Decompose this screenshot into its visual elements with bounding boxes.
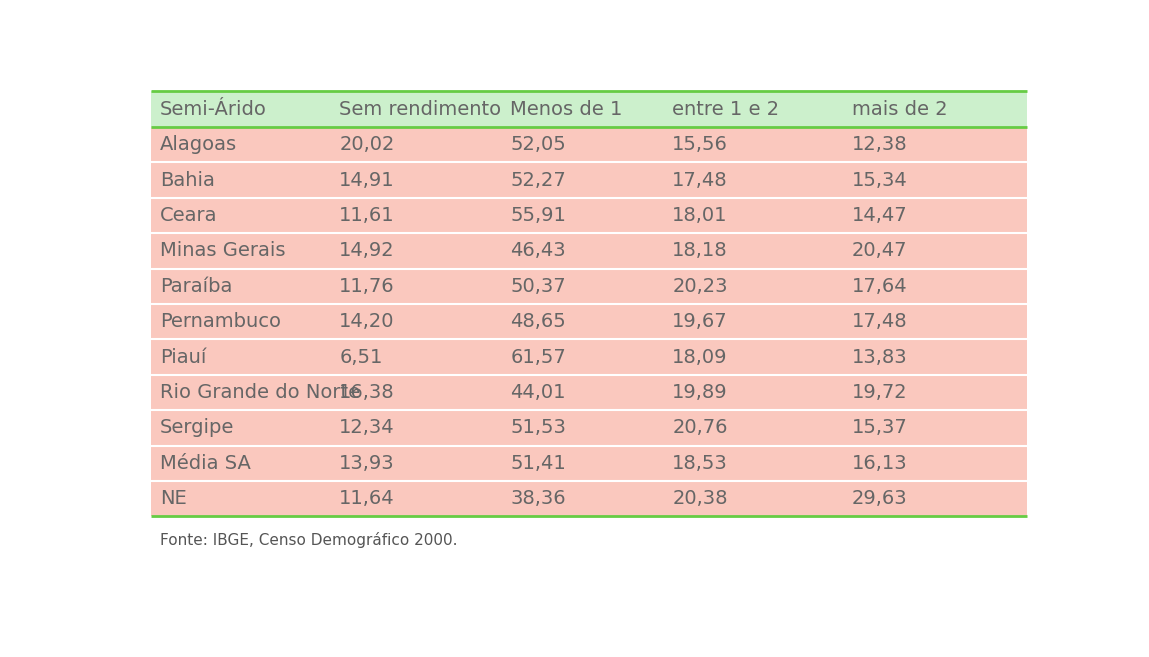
Text: 14,20: 14,20 xyxy=(339,312,395,331)
Text: 50,37: 50,37 xyxy=(510,277,565,296)
Text: 17,48: 17,48 xyxy=(851,312,908,331)
Text: 18,01: 18,01 xyxy=(672,206,727,225)
Bar xyxy=(151,374,1027,410)
Bar xyxy=(151,91,1027,127)
Text: 15,56: 15,56 xyxy=(672,135,728,154)
Text: 29,63: 29,63 xyxy=(851,489,908,509)
Text: Bahia: Bahia xyxy=(160,171,215,189)
Text: Alagoas: Alagoas xyxy=(160,135,237,154)
Text: 12,34: 12,34 xyxy=(339,419,395,438)
Text: 51,53: 51,53 xyxy=(510,419,566,438)
Text: 12,38: 12,38 xyxy=(851,135,908,154)
Bar xyxy=(151,445,1027,481)
Text: 55,91: 55,91 xyxy=(510,206,566,225)
Text: 20,23: 20,23 xyxy=(672,277,727,296)
Text: 20,47: 20,47 xyxy=(851,241,908,260)
Text: Paraíba: Paraíba xyxy=(160,277,232,296)
Text: 13,93: 13,93 xyxy=(339,454,395,473)
Text: 46,43: 46,43 xyxy=(510,241,565,260)
Text: Média SA: Média SA xyxy=(160,454,250,473)
Text: Fonte: IBGE, Censo Demográfico 2000.: Fonte: IBGE, Censo Demográfico 2000. xyxy=(160,532,457,548)
Text: 11,61: 11,61 xyxy=(339,206,395,225)
Text: entre 1 e 2: entre 1 e 2 xyxy=(672,100,779,119)
Bar xyxy=(151,127,1027,162)
Text: 15,37: 15,37 xyxy=(851,419,908,438)
Text: 19,67: 19,67 xyxy=(672,312,727,331)
Text: 11,64: 11,64 xyxy=(339,489,395,509)
Text: 16,13: 16,13 xyxy=(851,454,908,473)
Text: mais de 2: mais de 2 xyxy=(851,100,948,119)
Text: Sem rendimento: Sem rendimento xyxy=(339,100,501,119)
Text: Pernambuco: Pernambuco xyxy=(160,312,280,331)
Text: 6,51: 6,51 xyxy=(339,348,383,367)
Text: 11,76: 11,76 xyxy=(339,277,395,296)
Text: Sergipe: Sergipe xyxy=(160,419,234,438)
Text: 17,48: 17,48 xyxy=(672,171,727,189)
Text: Semi-Árido: Semi-Árido xyxy=(160,100,267,119)
Text: 13,83: 13,83 xyxy=(851,348,908,367)
Text: 18,18: 18,18 xyxy=(672,241,727,260)
Text: 17,64: 17,64 xyxy=(851,277,908,296)
Bar xyxy=(151,162,1027,198)
Text: 18,09: 18,09 xyxy=(672,348,727,367)
Text: 16,38: 16,38 xyxy=(339,383,395,402)
Text: Menos de 1: Menos de 1 xyxy=(510,100,623,119)
Bar xyxy=(151,269,1027,304)
Text: Minas Gerais: Minas Gerais xyxy=(160,241,285,260)
Text: 38,36: 38,36 xyxy=(510,489,565,509)
Bar xyxy=(151,198,1027,233)
Text: 14,92: 14,92 xyxy=(339,241,395,260)
Text: Rio Grande do Norte: Rio Grande do Norte xyxy=(160,383,360,402)
Text: 14,47: 14,47 xyxy=(851,206,908,225)
Text: Ceara: Ceara xyxy=(160,206,217,225)
Text: 14,91: 14,91 xyxy=(339,171,395,189)
Text: 15,34: 15,34 xyxy=(851,171,908,189)
Text: 19,89: 19,89 xyxy=(672,383,727,402)
Text: 52,27: 52,27 xyxy=(510,171,566,189)
Text: 44,01: 44,01 xyxy=(510,383,565,402)
Text: 48,65: 48,65 xyxy=(510,312,566,331)
Bar xyxy=(151,481,1027,516)
Text: 20,76: 20,76 xyxy=(672,419,727,438)
Bar xyxy=(151,410,1027,445)
Text: 19,72: 19,72 xyxy=(851,383,908,402)
Text: 18,53: 18,53 xyxy=(672,454,728,473)
Text: 52,05: 52,05 xyxy=(510,135,566,154)
Bar xyxy=(151,304,1027,340)
Text: 20,38: 20,38 xyxy=(672,489,727,509)
Text: 51,41: 51,41 xyxy=(510,454,566,473)
Bar xyxy=(151,233,1027,269)
Bar xyxy=(151,340,1027,374)
Text: NE: NE xyxy=(160,489,186,509)
Text: 61,57: 61,57 xyxy=(510,348,566,367)
Text: 20,02: 20,02 xyxy=(339,135,394,154)
Text: Piauí: Piauí xyxy=(160,348,206,367)
